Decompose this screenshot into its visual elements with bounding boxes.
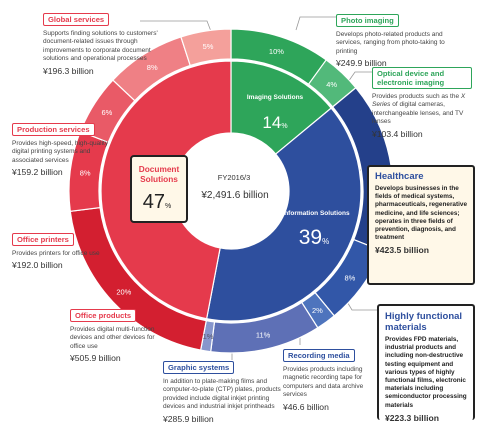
callout-office-printers: Office printers Provides printers for of… [12,229,102,270]
graphic-systems-desc: In addition to plate-making films and co… [163,378,281,411]
office-products-tag: Office products [70,309,137,322]
information-solutions-percent: 39% [299,226,329,249]
production-services-amount: ¥159.2 billion [12,167,63,178]
graphic-systems-tag: Graphic systems [163,361,235,374]
callout-production-services: Production services Provides high-speed,… [12,119,112,177]
production-services-tag: Production services [12,123,95,136]
outer-label-5: 11% [256,330,271,339]
healthcare-box: Healthcare Develops businesses in the fi… [367,165,475,285]
photo-imaging-tag: Photo imaging [336,14,399,27]
connector-line-0 [140,20,213,35]
center-period: FY2016/3 [218,173,251,182]
document-solutions-label-2: Solutions [140,174,178,184]
connector-line-7 [347,71,372,83]
information-solutions-label: Information Solutions [282,210,350,217]
connector-line-6 [295,16,339,31]
recording-media-desc: Provides products including magnetic rec… [283,366,364,399]
outer-label-9: 6% [101,108,112,117]
outer-label-6: 1% [203,332,214,341]
callout-office-products: Office products Provides digital multi-f… [70,305,160,363]
imaging-solutions-percent: 14% [262,113,287,132]
global-services-amount: ¥196.3 billion [43,65,94,76]
highly-functional-desc: Provides FPD materials, industrial produ… [385,336,467,409]
outer-label-11: 5% [203,42,214,51]
outer-label-4: 2% [312,306,323,315]
production-services-desc: Provides high-speed, high-quality digita… [12,140,109,164]
optical-device-amount: ¥103.4 billion [372,128,423,139]
document-solutions-box [130,155,188,223]
callout-global-services: Global services Supports finding solutio… [43,9,165,76]
callout-optical-device: Optical device and electronic imaging Pr… [372,67,472,139]
photo-imaging-desc: Develops photo-related products and serv… [336,31,445,55]
office-products-amount: ¥505.9 billion [70,353,121,364]
donut-hole [173,133,289,249]
recording-media-tag: Recording media [283,349,355,362]
office-printers-tag: Office printers [12,233,74,246]
center-total: ¥2,491.6 billion [200,190,268,201]
document-solutions-label: Document [139,164,180,174]
recording-media-amount: ¥46.6 billion [283,401,329,412]
highly-functional-amount: ¥223.3 billion [385,412,439,423]
outer-label-7: 20% [116,288,131,297]
office-products-desc: Provides digital multi-function devices … [70,326,155,350]
global-services-tag: Global services [43,13,110,26]
outer-label-8: 8% [80,169,91,178]
imaging-solutions-label: Imaging Solutions [247,94,304,101]
callout-recording-media: Recording media Provides products includ… [283,345,375,412]
optical-device-tag: Optical device and electronic imaging [372,67,472,89]
office-printers-desc: Provides printers for office use [12,250,100,257]
photo-imaging-amount: ¥249.9 billion [336,58,387,69]
optical-device-desc: Provides products such as the X Series o… [372,93,466,126]
callout-graphic-systems: Graphic systems In addition to plate-mak… [163,357,281,424]
outer-label-1: 4% [326,80,337,89]
callout-photo-imaging: Photo imaging Develops photo-related pro… [336,10,446,68]
outer-segment-11 [180,28,232,67]
healthcare-desc: Develops businesses in the fields of med… [375,185,467,242]
healthcare-amount: ¥423.5 billion [375,245,429,256]
outer-label-3: 8% [345,273,356,282]
graphic-systems-amount: ¥285.9 billion [163,413,214,424]
office-printers-amount: ¥192.0 billion [12,260,63,271]
highly-functional-title: Highly functional materials [385,311,463,333]
highly-functional-box: Highly functional materials Provides FPD… [377,304,475,423]
document-solutions-percent: 47% [143,191,171,213]
healthcare-title: Healthcare [375,171,424,182]
global-services-desc: Supports finding solutions to customers'… [43,30,158,63]
outer-label-10: 8% [147,63,158,72]
outer-label-0: 10% [269,47,284,56]
